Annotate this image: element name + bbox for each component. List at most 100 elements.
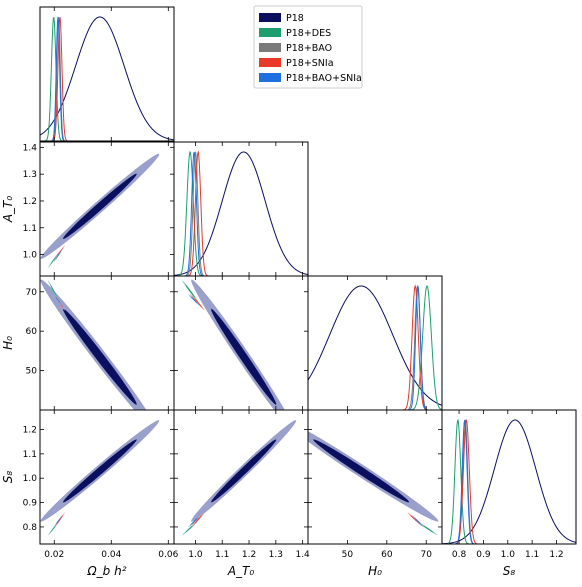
contour-68-omb-AT0-p18	[63, 173, 137, 239]
marginal-curve-S8-p18-snia	[442, 418, 576, 544]
contour-68-AT0-S8-p18-snia	[194, 515, 203, 525]
contour-68-AT0-H0-p18-des	[185, 284, 195, 298]
contour-68-omb-H0-p18-bao-snia	[55, 296, 61, 304]
y-tick-label-S8: 1.0	[23, 474, 38, 484]
contour-68-AT0-H0-p18-bao-snia	[190, 296, 198, 304]
contour-68-AT0-H0-p18-snia	[194, 298, 203, 308]
legend-swatch-p18-bao	[259, 43, 281, 52]
panel-frame-2-0	[39, 275, 175, 411]
x-tick-label-S8: 0.8	[452, 550, 467, 560]
contour-68-omb-S8-p18-bao-snia	[55, 517, 61, 526]
marginal-curve-S8-p18-des	[442, 418, 576, 544]
x-tick-label-AT0: 1.4	[295, 550, 310, 560]
y-tick-label-S8: 1.1	[23, 450, 37, 460]
legend-box	[253, 5, 363, 89]
marginal-panel-AT0	[174, 150, 308, 276]
marginal-curve-S8-p18-bao-snia	[442, 419, 576, 544]
x-axis-label-omb: Ω_b h²	[86, 564, 126, 578]
marginal-curve-omb-p18-bao-snia	[40, 17, 174, 141]
contour-68-omb-AT0-p18-bao-snia	[55, 252, 61, 260]
y-axis-label-S8: S₈	[1, 471, 15, 484]
legend-label-p18-bao-snia: P18+BAO+SNIa	[286, 73, 362, 84]
y-tick-label-AT0: 1.3	[23, 170, 37, 180]
x-tick-label-AT0: 1.1	[215, 550, 229, 560]
marginal-curve-AT0-p18	[174, 151, 308, 276]
y-tick-label-H0: 60	[26, 327, 38, 337]
panel-frame-3-0	[39, 409, 175, 545]
marginal-curve-S8-p18	[442, 419, 576, 544]
marginal-curve-omb-p18-snia	[40, 17, 174, 141]
x-axis-label-S8: S₈	[503, 564, 516, 578]
marginal-curve-AT0-p18-des	[174, 150, 308, 276]
contour-68-omb-AT0-p18-des	[50, 255, 58, 265]
marginal-curve-H0-p18	[308, 285, 442, 406]
y-tick-label-S8: 1.2	[23, 425, 37, 435]
marginal-curve-omb-p18-bao	[40, 16, 174, 141]
y-tick-label-H0: 50	[26, 367, 38, 377]
panel-frame-3-3	[441, 409, 577, 545]
x-axis-label-H0: H₀	[368, 564, 382, 578]
legend-label-p18-des: P18+DES	[286, 28, 331, 39]
marginal-panel-S8	[442, 418, 576, 544]
x-tick-label-H0: 70	[421, 550, 433, 560]
panel-frame-1-0	[39, 141, 175, 277]
contour-panel-AT0-H0	[182, 279, 285, 410]
y-axis-label-AT0: A_T₀	[1, 196, 15, 224]
contour-68-AT0-S8-p18-bao	[191, 517, 200, 525]
contour-68-omb-AT0-p18-snia	[56, 247, 63, 256]
y-tick-label-S8: 0.9	[23, 499, 38, 509]
contour-68-H0-S8-p18	[313, 439, 410, 503]
marginal-curve-H0-p18-bao-snia	[308, 284, 442, 410]
y-tick-label-AT0: 1.1	[23, 224, 37, 234]
x-tick-label-AT0: 1.0	[188, 550, 203, 560]
legend-label-p18: P18	[286, 13, 304, 24]
legend-swatch-p18-bao-snia	[259, 73, 281, 82]
x-tick-label-AT0: 1.2	[242, 550, 256, 560]
y-tick-label-S8: 0.8	[23, 523, 38, 533]
y-tick-label-H0: 70	[26, 288, 38, 298]
contour-panel-omb-H0	[40, 279, 147, 410]
marginal-panel-H0	[308, 284, 442, 410]
y-tick-label-AT0: 1.0	[23, 251, 38, 261]
contour-68-AT0-S8-p18-bao-snia	[190, 517, 198, 526]
contour-panel-H0-S8	[308, 431, 439, 536]
contour-panel-omb-S8	[40, 420, 160, 536]
marginal-curve-AT0-p18-bao-snia	[174, 151, 308, 276]
legend-label-p18-snia: P18+SNIa	[286, 58, 334, 69]
y-tick-label-AT0: 1.2	[23, 197, 37, 207]
contour-68-omb-H0-p18-des	[50, 284, 58, 298]
x-tick-label-omb: 0.04	[101, 550, 121, 560]
legend-label-p18-bao: P18+BAO	[286, 43, 332, 54]
marginal-curve-H0-p18-des	[308, 285, 442, 410]
legend-swatch-p18-snia	[259, 58, 281, 67]
contour-68-omb-S8-p18-snia	[56, 515, 63, 525]
y-axis-label-H0: H₀	[1, 336, 15, 350]
contour-68-omb-H0-p18	[63, 308, 137, 405]
contour-68-omb-S8-p18	[63, 439, 137, 503]
legend-swatch-p18	[259, 13, 281, 22]
y-tick-label-AT0: 1.4	[23, 143, 38, 153]
x-tick-label-omb: 0.02	[44, 550, 64, 560]
x-axis-label-AT0: A_T₀	[227, 564, 255, 578]
legend: P18 P18+DES P18+BAO P18+SNIa P18+BAO+SNIa	[253, 5, 363, 89]
panel-frame-0-0	[39, 6, 175, 142]
contour-68-H0-S8-p18-snia	[410, 515, 420, 525]
contour-68-AT0-H0-p18	[211, 308, 277, 405]
x-tick-label-H0: 60	[381, 550, 393, 560]
contour-68-H0-S8-p18-bao-snia	[414, 517, 422, 526]
x-tick-label-S8: 1.2	[549, 550, 563, 560]
x-tick-label-omb: 0.06	[158, 550, 178, 560]
marginal-curve-omb-p18	[40, 16, 174, 141]
marginal-panel-omb	[40, 16, 174, 141]
marginal-curve-H0-p18-snia	[308, 284, 442, 410]
x-tick-label-H0: 50	[342, 550, 354, 560]
contour-panel-omb-AT0	[40, 153, 160, 268]
contour-panel-AT0-S8	[182, 420, 297, 536]
x-tick-label-S8: 0.9	[476, 550, 491, 560]
marginal-curve-AT0-p18-snia	[174, 150, 308, 276]
contour-68-AT0-S8-p18	[211, 439, 277, 503]
x-tick-label-S8: 1.1	[525, 550, 539, 560]
x-tick-label-S8: 1.0	[501, 550, 516, 560]
